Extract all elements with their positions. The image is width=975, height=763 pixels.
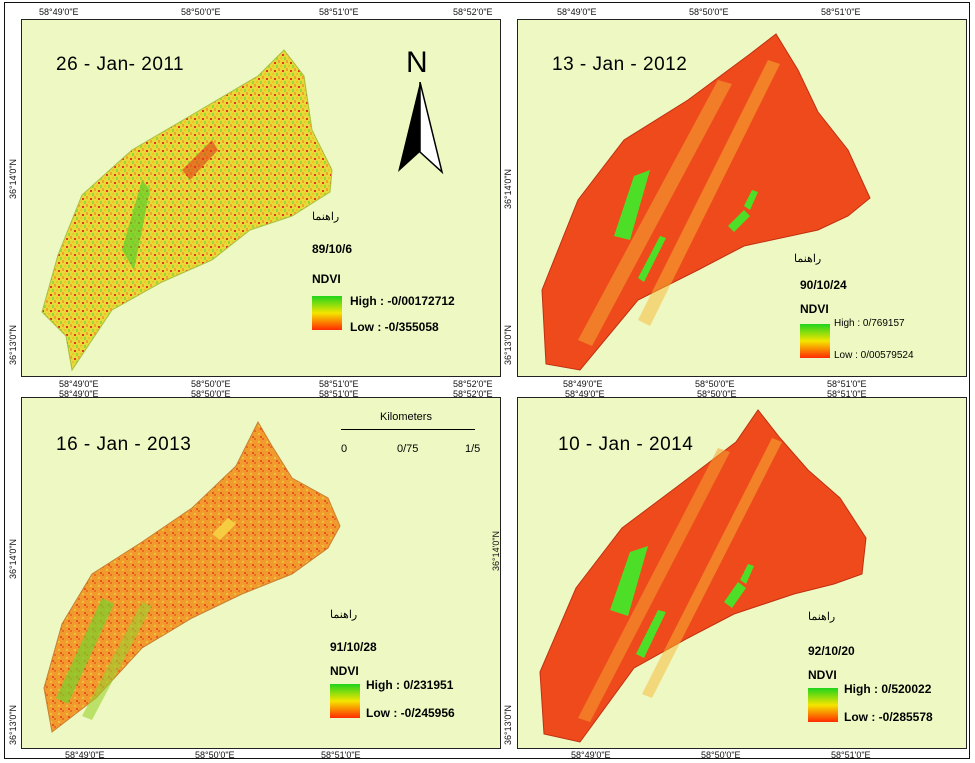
top-coord: 58°51'0"E [821,7,861,17]
left-coord: 36°14'0"N [8,158,18,199]
bottom-coord: 58°50'0"E [701,750,741,760]
legend-color-ramp [808,688,838,722]
top-coord: 58°52'0"E [453,7,493,17]
legend-high-value: High : 0/231951 [366,678,454,692]
left-coord: 36°13'0"N [8,704,18,745]
top-coord: 58°50'0"E [191,389,231,399]
top-coord: 58°51'0"E [319,389,359,399]
legend-high-value: High : 0/520022 [844,682,932,696]
top-coord: 58°49'0"E [59,389,99,399]
left-coord: 36°14'0"N [8,538,18,579]
legend-low-value: Low : -0/285578 [844,710,933,724]
legend-high-value: High : 0/769157 [834,318,905,329]
left-coord: 36°13'0"N [503,704,513,745]
scale-bar: Kilometers 0 0/75 1/5 [335,411,485,463]
legend-persian-date: 92/10/20 [808,644,855,658]
legend-title: راهنما [808,611,836,623]
bottom-coord: 58°49'0"E [65,750,105,760]
bottom-coord: 58°51'0"E [319,379,359,389]
left-coord: 36°14'0"N [503,168,513,209]
bottom-coord: 58°49'0"E [59,379,99,389]
ndvi-map-2012 [541,33,871,371]
bottom-coord: 58°51'0"E [831,750,871,760]
top-coord: 58°50'0"E [697,389,737,399]
ndvi-map-2014 [539,409,867,743]
legend-title: راهنما [794,253,822,265]
legend-persian-date: 90/10/24 [800,278,847,292]
top-coord: 58°50'0"E [689,7,729,17]
bottom-coord: 58°49'0"E [563,379,603,389]
legend-persian-date: 91/10/28 [330,640,377,654]
legend-index-name: NDVI [800,302,829,316]
map-panel-2012: 13 - Jan - 2012 راهنما 90/10/24 NDVI Hig… [517,19,967,377]
map-panel-2014: 10 - Jan - 2014 راهنما 92/10/20 NDVI Hig… [517,397,967,749]
legend-title: راهنما [312,211,340,223]
legend-persian-date: 89/10/6 [312,242,353,256]
top-coord: 58°49'0"E [39,7,79,17]
map-panel-2013: 16 - Jan - 2013 راهنما 91/10/28 NDVI Hig… [21,397,501,749]
legend-high-value: High : -0/00172712 [350,294,455,308]
north-arrow: N [392,46,448,175]
top-coord: 58°49'0"E [565,389,605,399]
legend-index-name: NDVI [330,664,359,678]
ndvi-map-2013 [43,420,341,733]
map-panel-2011: 26 - Jan- 2011 N راهنما 89/10/6 NDVI Hig… [21,19,501,377]
left-coord: 36°13'0"N [8,324,18,365]
map-date-label: 16 - Jan - 2013 [56,434,192,455]
top-coord: 58°49'0"E [557,7,597,17]
legend-color-ramp [800,324,830,358]
bottom-coord: 58°51'0"E [321,750,361,760]
north-label: N [406,46,428,79]
map-date-label: 26 - Jan- 2011 [56,54,185,75]
top-coord: 58°52'0"E [453,389,493,399]
bottom-coord: 58°50'0"E [191,379,231,389]
left-coord: 36°13'0"N [503,324,513,365]
bottom-coord: 58°50'0"E [695,379,735,389]
legend-low-value: Low : -0/245956 [366,706,455,720]
north-arrow-icon [398,82,444,175]
ndvi-map-2011 [41,49,333,372]
legend-index-name: NDVI [808,668,837,682]
map-date-label: 13 - Jan - 2012 [552,54,688,75]
bottom-coord: 58°49'0"E [571,750,611,760]
scale-label: 0/75 [397,443,419,455]
top-coord: 58°50'0"E [181,7,221,17]
legend-index-name: NDVI [312,272,341,286]
legend-low-value: Low : 0/00579524 [834,350,914,361]
bottom-coord: 58°50'0"E [195,750,235,760]
legend-low-value: Low : -0/355058 [350,320,439,334]
scale-label: 1/5 [465,443,481,455]
scale-title: Kilometers [380,411,432,423]
scale-line [341,429,475,430]
map-date-label: 10 - Jan - 2014 [558,434,694,455]
left-coord: 36°14'0"N [491,530,501,571]
legend-color-ramp [330,684,360,718]
top-coord: 58°51'0"E [319,7,359,17]
bottom-coord: 58°52'0"E [453,379,493,389]
legend-color-ramp [312,296,342,330]
legend-title: راهنما [330,609,358,621]
scale-label: 0 [341,443,348,455]
top-coord: 58°51'0"E [827,389,867,399]
bottom-coord: 58°51'0"E [827,379,867,389]
figure-frame: 26 - Jan- 2011 N راهنما 89/10/6 NDVI Hig… [4,2,970,760]
